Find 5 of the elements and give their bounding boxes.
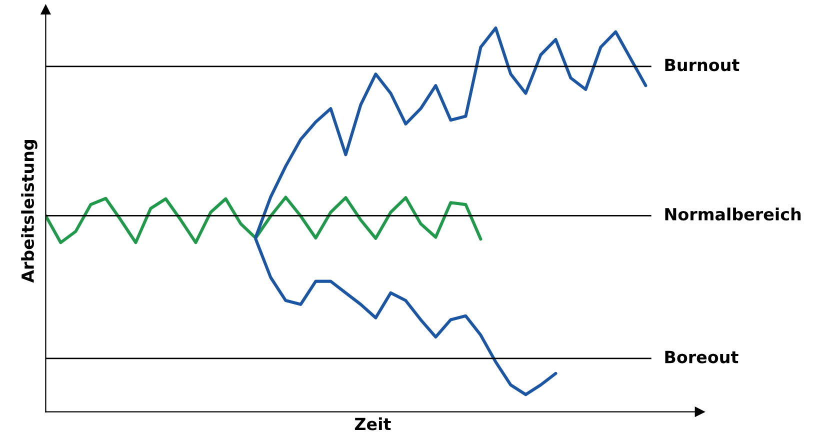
ref-line-label: Burnout — [665, 58, 740, 72]
ref-line-label: Boreout — [665, 350, 738, 364]
x-axis-title: Zeit — [354, 417, 391, 430]
ref-line-label: Normalbereich — [665, 208, 801, 221]
y-axis-title: Arbeitsleistung — [21, 140, 38, 283]
